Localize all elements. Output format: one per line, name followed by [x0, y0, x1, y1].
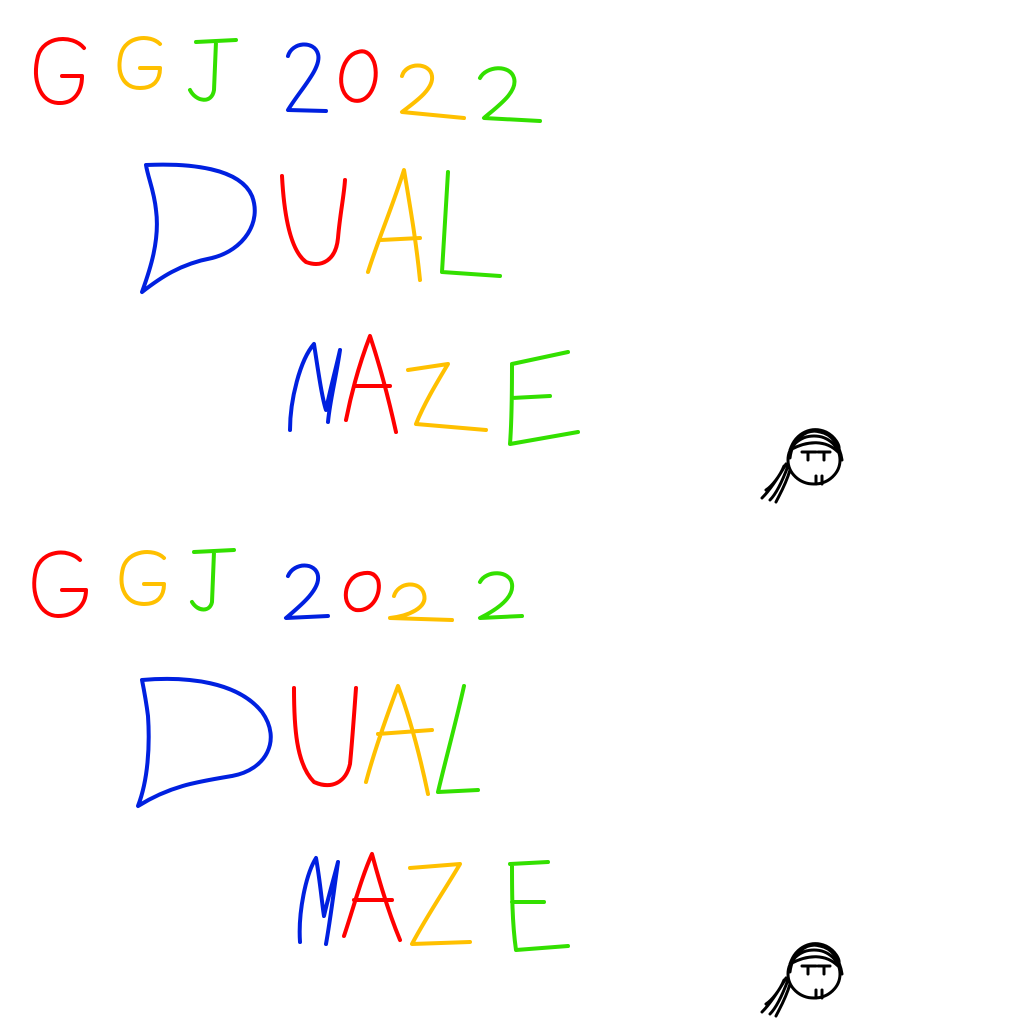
title-logo-maze [297, 852, 570, 952]
girl-head-icon [760, 428, 844, 504]
title-logo-dual [136, 676, 480, 808]
title-logo-dual [140, 162, 502, 294]
title-logo-maze [288, 334, 580, 446]
title-panel-top: GGJ 2022 DUAL MAZE [34, 36, 844, 504]
title-logo-ggj-2022 [34, 36, 542, 123]
title-panel-bottom: GGJ 2022 DUAL MAZE [0, 512, 1024, 1024]
title-logo-ggj-2022 [32, 548, 524, 622]
title-drawing [32, 548, 844, 1018]
girl-head-icon [760, 942, 844, 1018]
title-drawing [34, 36, 844, 504]
